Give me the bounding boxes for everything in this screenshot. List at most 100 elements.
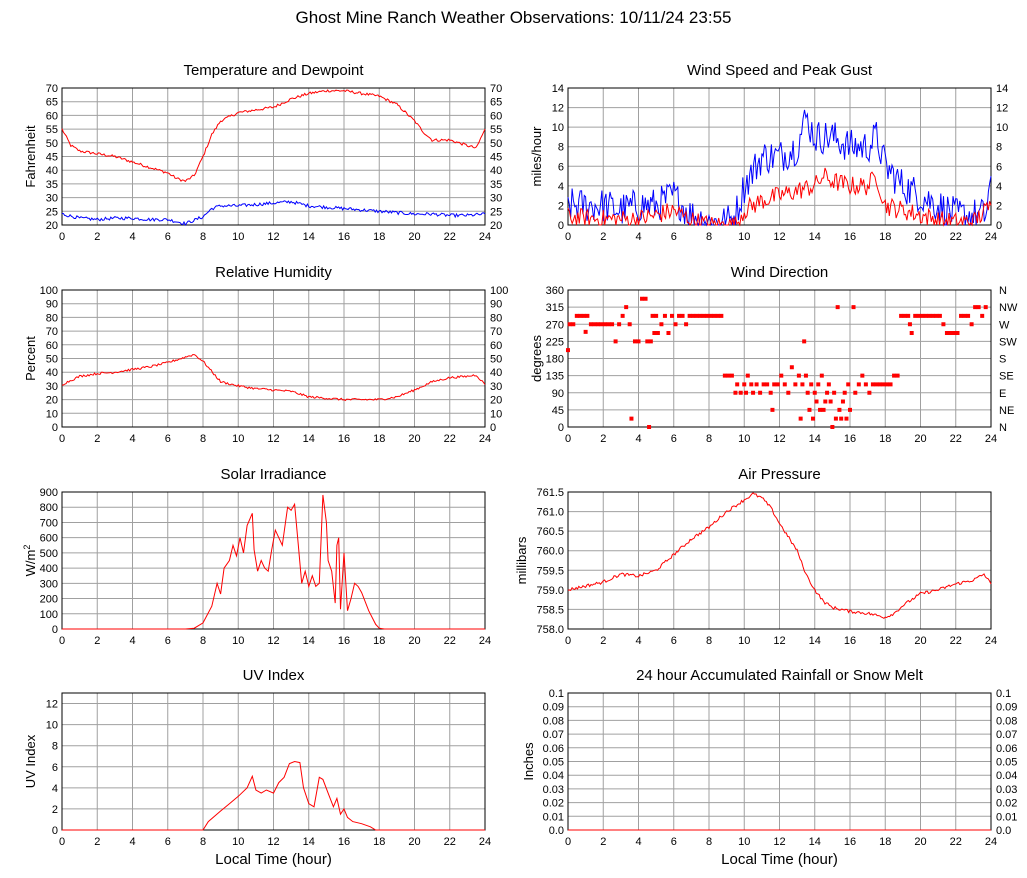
data-point <box>669 313 674 318</box>
x-tick-label: 22 <box>950 231 962 243</box>
y-tick-label: 12 <box>552 103 564 115</box>
y-axis-label: miles/hour <box>529 126 544 187</box>
data-point <box>906 313 911 318</box>
y-tick-label-right: 70 <box>490 326 502 338</box>
x-tick-label: 10 <box>738 231 750 243</box>
x-tick-label: 24 <box>985 836 997 848</box>
y-tick-label-right: 0.02 <box>996 798 1017 810</box>
y-tick-label: 20 <box>46 220 58 232</box>
x-tick-label: 2 <box>600 836 606 848</box>
y-tick-label-right: 0.1 <box>996 688 1011 700</box>
x-tick-label: 12 <box>267 836 279 848</box>
x-tick-label: 18 <box>879 433 891 445</box>
data-point <box>694 313 699 318</box>
y-tick-label: 0 <box>558 422 564 434</box>
chart-title: Temperature and Dewpoint <box>183 62 364 79</box>
x-tick-label: 0 <box>565 231 571 243</box>
data-point <box>588 322 593 327</box>
data-point <box>698 313 703 318</box>
data-point <box>955 331 960 336</box>
data-point <box>902 313 907 318</box>
data-point <box>793 382 798 387</box>
y-tick-label: 40 <box>46 367 58 379</box>
y-tick-label-right: 0.09 <box>996 702 1017 714</box>
y-tick-label: 760.5 <box>536 526 564 538</box>
data-point <box>821 407 826 412</box>
data-point <box>826 382 831 387</box>
y-tick-label: 0.09 <box>543 702 564 714</box>
y-tick-label-right: 60 <box>490 110 502 122</box>
y-tick-label: 758.0 <box>536 624 564 636</box>
x-tick-label: 16 <box>338 836 350 848</box>
data-point <box>830 425 835 429</box>
x-tick-label: 8 <box>200 635 206 647</box>
y-tick-label: 360 <box>546 285 564 297</box>
y-tick-label-right: 80 <box>490 312 502 324</box>
x-tick-label: 6 <box>671 433 677 445</box>
data-point <box>848 407 852 412</box>
data-point <box>677 313 682 318</box>
y-tick-label: 100 <box>40 609 58 621</box>
y-tick-label: 761.0 <box>536 507 564 519</box>
x-tick-label: 2 <box>94 836 100 848</box>
y-tick-label-right: 40 <box>490 367 502 379</box>
data-point <box>786 390 791 395</box>
x-tick-label: 16 <box>844 836 856 848</box>
y-tick-label: 0.0 <box>549 825 564 837</box>
data-point <box>923 313 928 318</box>
y-tick-label: 30 <box>46 381 58 393</box>
data-point <box>839 416 844 421</box>
data-point <box>592 322 597 327</box>
data-point <box>662 313 667 318</box>
data-point <box>613 339 618 344</box>
chart-title: Air Pressure <box>738 466 821 483</box>
x-tick-label: 2 <box>600 635 606 647</box>
data-point <box>768 390 773 395</box>
data-point <box>729 373 734 378</box>
data-point <box>828 399 833 404</box>
y-tick-label: 12 <box>46 699 58 711</box>
page-title: Ghost Mine Ranch Weather Observations: 1… <box>295 8 732 27</box>
data-point <box>867 390 872 395</box>
x-tick-label: 24 <box>985 635 997 647</box>
chart-title: Solar Irradiance <box>221 466 327 483</box>
data-point <box>567 322 572 327</box>
data-point <box>645 339 650 344</box>
data-point <box>920 313 925 318</box>
data-point <box>647 425 652 429</box>
y-tick-label: 50 <box>46 138 58 150</box>
data-point <box>735 382 740 387</box>
data-point <box>578 313 583 318</box>
data-point <box>655 331 660 336</box>
data-point <box>744 390 749 395</box>
y-tick-label: 30 <box>46 193 58 205</box>
data-point <box>823 399 828 404</box>
data-point <box>983 305 988 310</box>
x-tick-label: 0 <box>59 635 65 647</box>
data-point <box>654 313 659 318</box>
y-tick-label: 55 <box>46 124 58 136</box>
data-point <box>624 305 629 310</box>
y-tick-label: 45 <box>552 405 564 417</box>
y-tick-label: 0.07 <box>543 729 564 741</box>
x-tick-label: 2 <box>94 231 100 243</box>
data-point <box>907 322 912 327</box>
y-tick-label: 10 <box>552 122 564 134</box>
plot-frame <box>567 87 992 226</box>
y-tick-label-right: 60 <box>490 340 502 352</box>
x-tick-label: 22 <box>444 836 456 848</box>
y-tick-label: 315 <box>546 302 564 314</box>
y-tick-label: 600 <box>40 533 58 545</box>
chart-rain: 24 hour Accumulated Rainfall or Snow Mel… <box>521 667 1017 868</box>
x-tick-label: 18 <box>373 231 385 243</box>
x-tick-label: 4 <box>129 635 135 647</box>
data-point <box>825 390 830 395</box>
data-point <box>877 382 882 387</box>
x-tick-label: 8 <box>706 231 712 243</box>
y-tick-label-right: 0 <box>490 422 496 434</box>
y-tick-label: 0.08 <box>543 715 564 727</box>
